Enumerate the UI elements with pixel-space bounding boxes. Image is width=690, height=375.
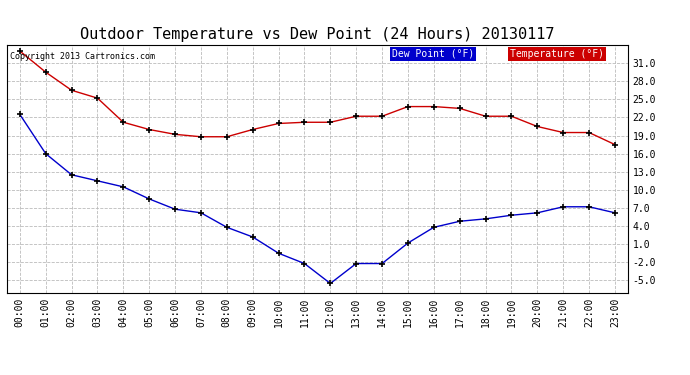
- Title: Outdoor Temperature vs Dew Point (24 Hours) 20130117: Outdoor Temperature vs Dew Point (24 Hou…: [80, 27, 555, 42]
- Text: Dew Point (°F): Dew Point (°F): [392, 49, 474, 59]
- Text: Copyright 2013 Cartronics.com: Copyright 2013 Cartronics.com: [10, 53, 155, 62]
- Text: Temperature (°F): Temperature (°F): [510, 49, 604, 59]
